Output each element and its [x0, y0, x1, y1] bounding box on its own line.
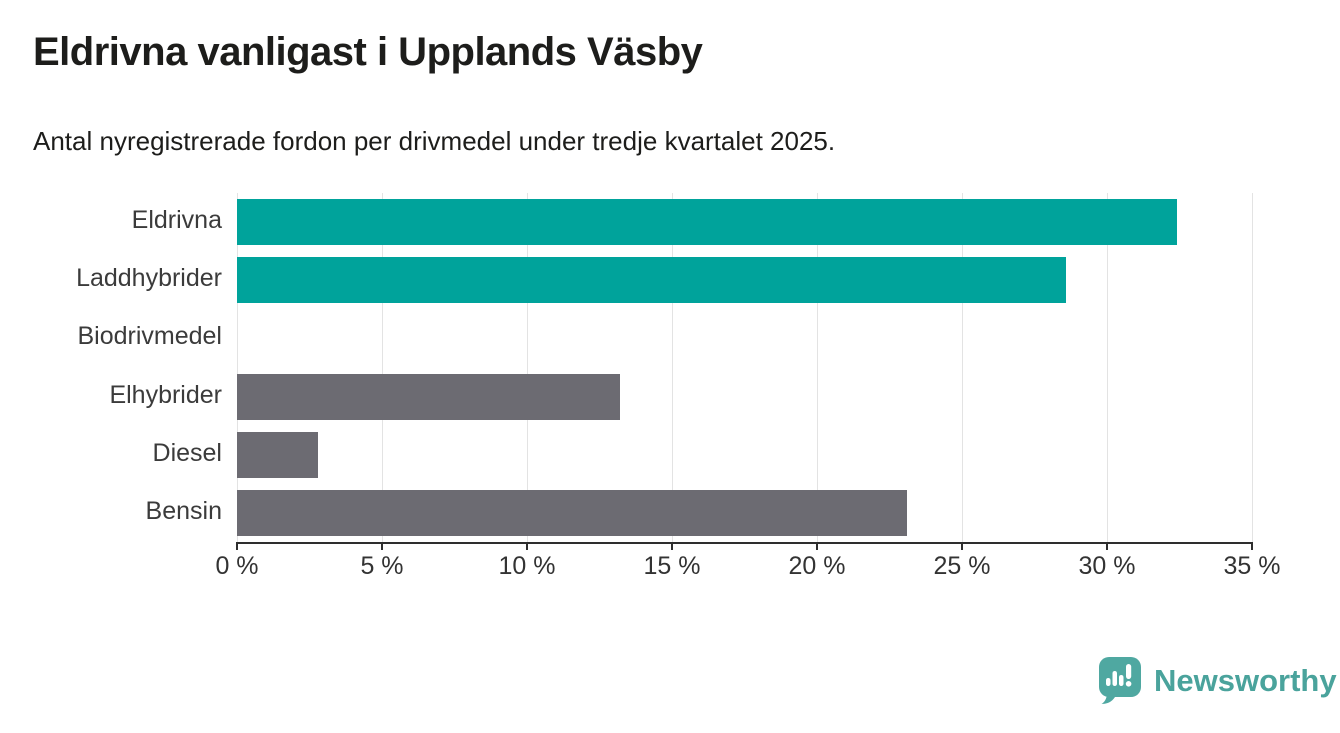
x-axis-tick-0	[236, 542, 238, 550]
category-label-elhybrider: Elhybrider	[109, 380, 222, 409]
bar-elhybrider	[237, 373, 620, 420]
chart-subtitle: Antal nyregistrerade fordon per drivmede…	[33, 126, 836, 156]
bar-eldrivna	[237, 199, 1177, 246]
category-label-bensin: Bensin	[145, 496, 222, 525]
gridline-0	[237, 193, 238, 542]
gridline-30	[1107, 193, 1108, 542]
category-label-laddhybrider: Laddhybrider	[76, 264, 222, 293]
x-axis-tick-label: 10 %	[498, 552, 556, 580]
x-axis-tick-20	[816, 542, 818, 550]
x-axis-tick-label: 30 %	[1078, 552, 1136, 580]
gridline-10	[527, 193, 528, 542]
newsworthy-logo[interactable]: Newsworthy	[1098, 656, 1337, 705]
bar-diesel	[237, 431, 319, 478]
x-axis-tick-label: 25 %	[933, 552, 991, 580]
bar-laddhybrider	[237, 257, 1067, 304]
x-axis-tick-15	[671, 542, 673, 550]
gridline-5	[382, 193, 383, 542]
x-axis-tick-5	[381, 542, 383, 550]
x-axis-tick-35	[1251, 542, 1253, 550]
x-axis-tick-25	[961, 542, 963, 550]
category-label-biodrivmedel: Biodrivmedel	[77, 322, 222, 351]
gridline-35	[1252, 193, 1253, 542]
x-axis-tick-label: 0 %	[215, 552, 259, 580]
category-label-diesel: Diesel	[152, 438, 222, 467]
x-axis-tick-30	[1106, 542, 1108, 550]
newsworthy-speech-bubble-chart-icon	[1098, 656, 1142, 705]
x-axis-tick-label: 5 %	[360, 552, 404, 580]
category-label-eldrivna: Eldrivna	[131, 206, 222, 235]
gridline-15	[672, 193, 673, 542]
x-axis-tick-10	[526, 542, 528, 550]
x-axis-tick-label: 15 %	[643, 552, 701, 580]
brand-name: Newsworthy	[1154, 662, 1337, 698]
x-axis-tick-label: 35 %	[1223, 552, 1281, 580]
x-axis-line	[236, 542, 1253, 544]
x-axis-tick-label: 20 %	[788, 552, 846, 580]
gridline-20	[817, 193, 818, 542]
bar-bensin	[237, 489, 907, 536]
gridline-25	[962, 193, 963, 542]
chart-title: Eldrivna vanligast i Upplands Väsby	[33, 30, 703, 74]
